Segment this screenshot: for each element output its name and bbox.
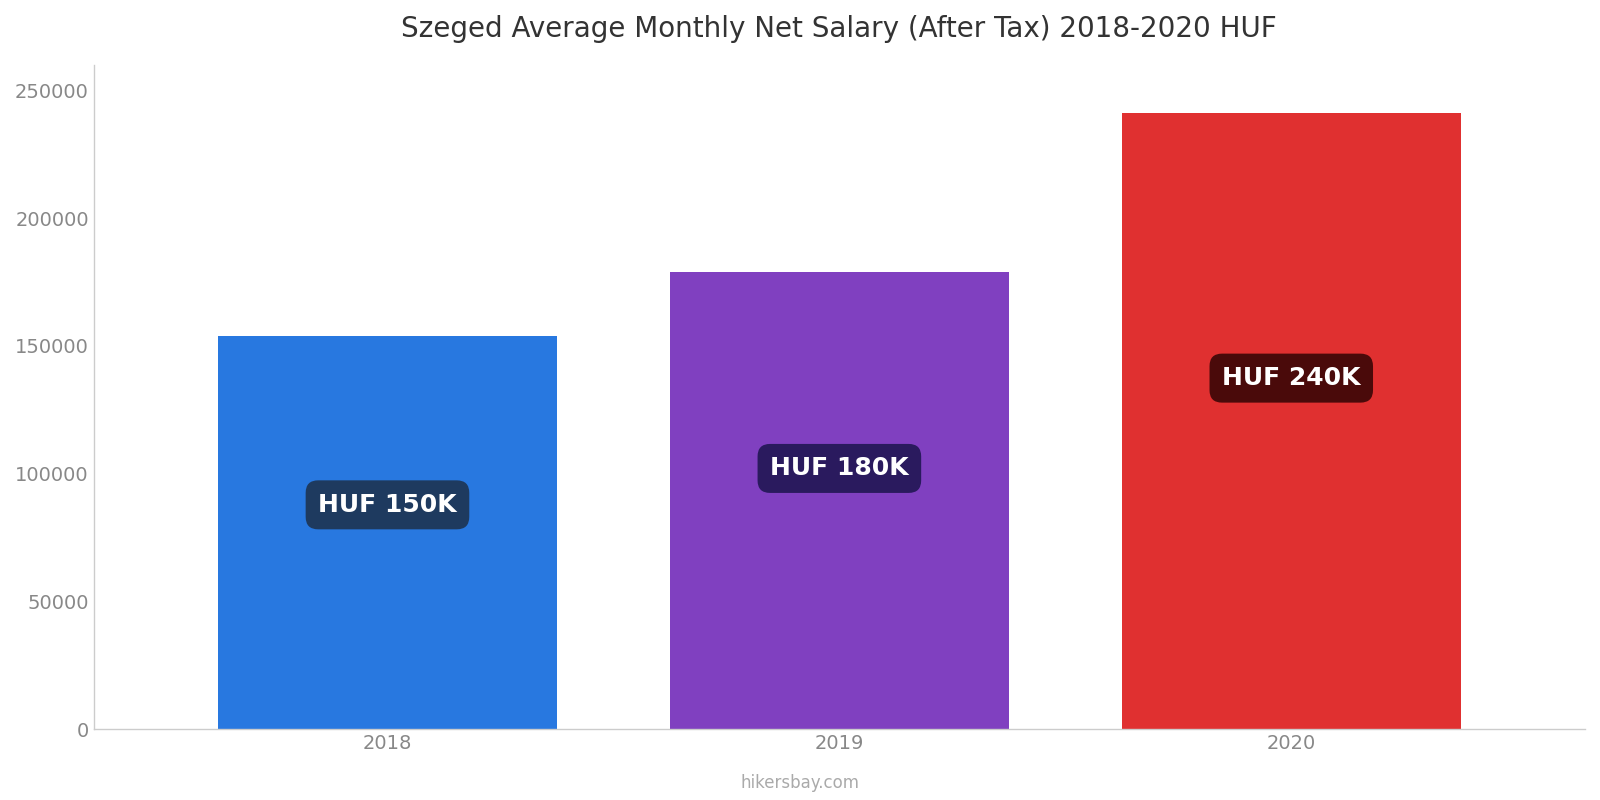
Bar [218, 336, 557, 729]
Title: Szeged Average Monthly Net Salary (After Tax) 2018-2020 HUF: Szeged Average Monthly Net Salary (After… [402, 15, 1277, 43]
Bar [670, 272, 1010, 729]
Text: HUF 240K: HUF 240K [1222, 366, 1360, 390]
Bar [1122, 114, 1461, 729]
Text: HUF 150K: HUF 150K [318, 493, 456, 517]
Text: hikersbay.com: hikersbay.com [741, 774, 859, 792]
Text: HUF 180K: HUF 180K [770, 457, 909, 481]
